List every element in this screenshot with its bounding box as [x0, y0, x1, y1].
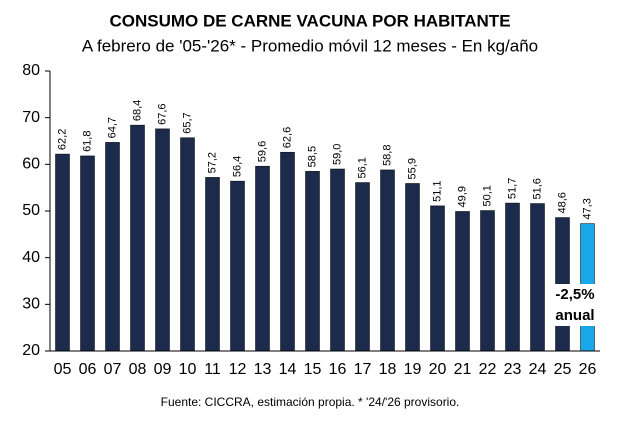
value-label: 51,1 [431, 180, 443, 201]
bar [230, 180, 245, 352]
bar [330, 168, 345, 352]
y-tick-label: 60 [22, 156, 40, 173]
value-label: 51,6 [531, 178, 543, 199]
x-tick-label: 06 [79, 361, 97, 378]
value-label: 49,9 [456, 186, 468, 207]
x-tick-label: 10 [179, 361, 197, 378]
value-label: 59,6 [256, 141, 268, 162]
value-label: 59,0 [331, 144, 343, 165]
bar [105, 142, 120, 352]
x-tick-label: 11 [204, 361, 221, 378]
x-tick-label: 09 [154, 361, 172, 378]
x-tick-label: 26 [579, 361, 597, 378]
x-tick-label: 18 [379, 361, 397, 378]
y-tick-label: 70 [22, 109, 40, 126]
bar [130, 124, 145, 352]
x-tick-label: 21 [454, 361, 472, 378]
bar [155, 128, 170, 352]
y-tick-label: 40 [22, 249, 40, 266]
value-label: 56,4 [231, 156, 243, 177]
y-tick-label: 30 [22, 296, 40, 313]
x-tick-label: 05 [54, 361, 72, 378]
bar [355, 182, 370, 352]
x-tick-label: 07 [104, 361, 122, 378]
value-label: 50,1 [481, 185, 493, 206]
value-label: 68,4 [131, 100, 143, 121]
bar [80, 155, 95, 352]
bar [55, 153, 70, 352]
x-tick-label: 19 [404, 361, 422, 378]
bar [380, 169, 395, 352]
value-label: 58,8 [381, 145, 393, 166]
x-tick-label: 25 [554, 361, 572, 378]
source-note: Fuente: CICCRA, estimación propia. * '24… [161, 395, 460, 409]
value-label: 55,9 [406, 158, 418, 179]
x-tick-label: 13 [254, 361, 272, 378]
value-label: 56,1 [356, 157, 368, 178]
annotation-box [551, 284, 601, 326]
value-label: 61,8 [81, 131, 93, 152]
value-label: 58,5 [306, 146, 318, 167]
bar [455, 211, 470, 352]
value-label: 62,2 [56, 129, 68, 150]
chart-title: CONSUMO DE CARNE VACUNA POR HABITANTE [109, 11, 510, 30]
x-tick-label: 08 [129, 361, 147, 378]
x-tick-label: 14 [279, 361, 297, 378]
bar [430, 205, 445, 352]
value-label: 62,6 [281, 127, 293, 148]
x-tick-label: 17 [354, 361, 372, 378]
x-tick-label: 22 [479, 361, 497, 378]
bar [305, 171, 320, 352]
annotation: anual [555, 307, 594, 324]
bar [405, 183, 420, 352]
x-tick-label: 20 [429, 361, 447, 378]
y-tick-label: 20 [22, 342, 40, 359]
value-label: 47,3 [581, 198, 593, 219]
bar [505, 202, 520, 352]
value-label: 48,6 [556, 192, 568, 213]
x-tick-label: 24 [529, 361, 547, 378]
x-tick-label: 23 [504, 361, 522, 378]
x-tick-label: 15 [304, 361, 322, 378]
value-label: 51,7 [506, 178, 518, 199]
value-label: 67,6 [156, 103, 168, 124]
x-tick-label: 16 [329, 361, 347, 378]
chart-subtitle: A febrero de '05-'26* - Promedio móvil 1… [82, 36, 538, 55]
bar [255, 165, 270, 352]
value-label: 64,7 [106, 117, 118, 138]
bar [480, 210, 495, 352]
value-label: 57,2 [206, 152, 218, 173]
y-tick-label: 50 [22, 202, 40, 219]
annotation: -2,5% [555, 286, 594, 303]
y-tick-label: 80 [22, 62, 40, 79]
bar [180, 137, 195, 352]
x-tick-label: 12 [229, 361, 247, 378]
bar [205, 177, 220, 352]
value-label: 65,7 [181, 112, 193, 133]
bar [280, 151, 295, 352]
bar [530, 203, 545, 352]
